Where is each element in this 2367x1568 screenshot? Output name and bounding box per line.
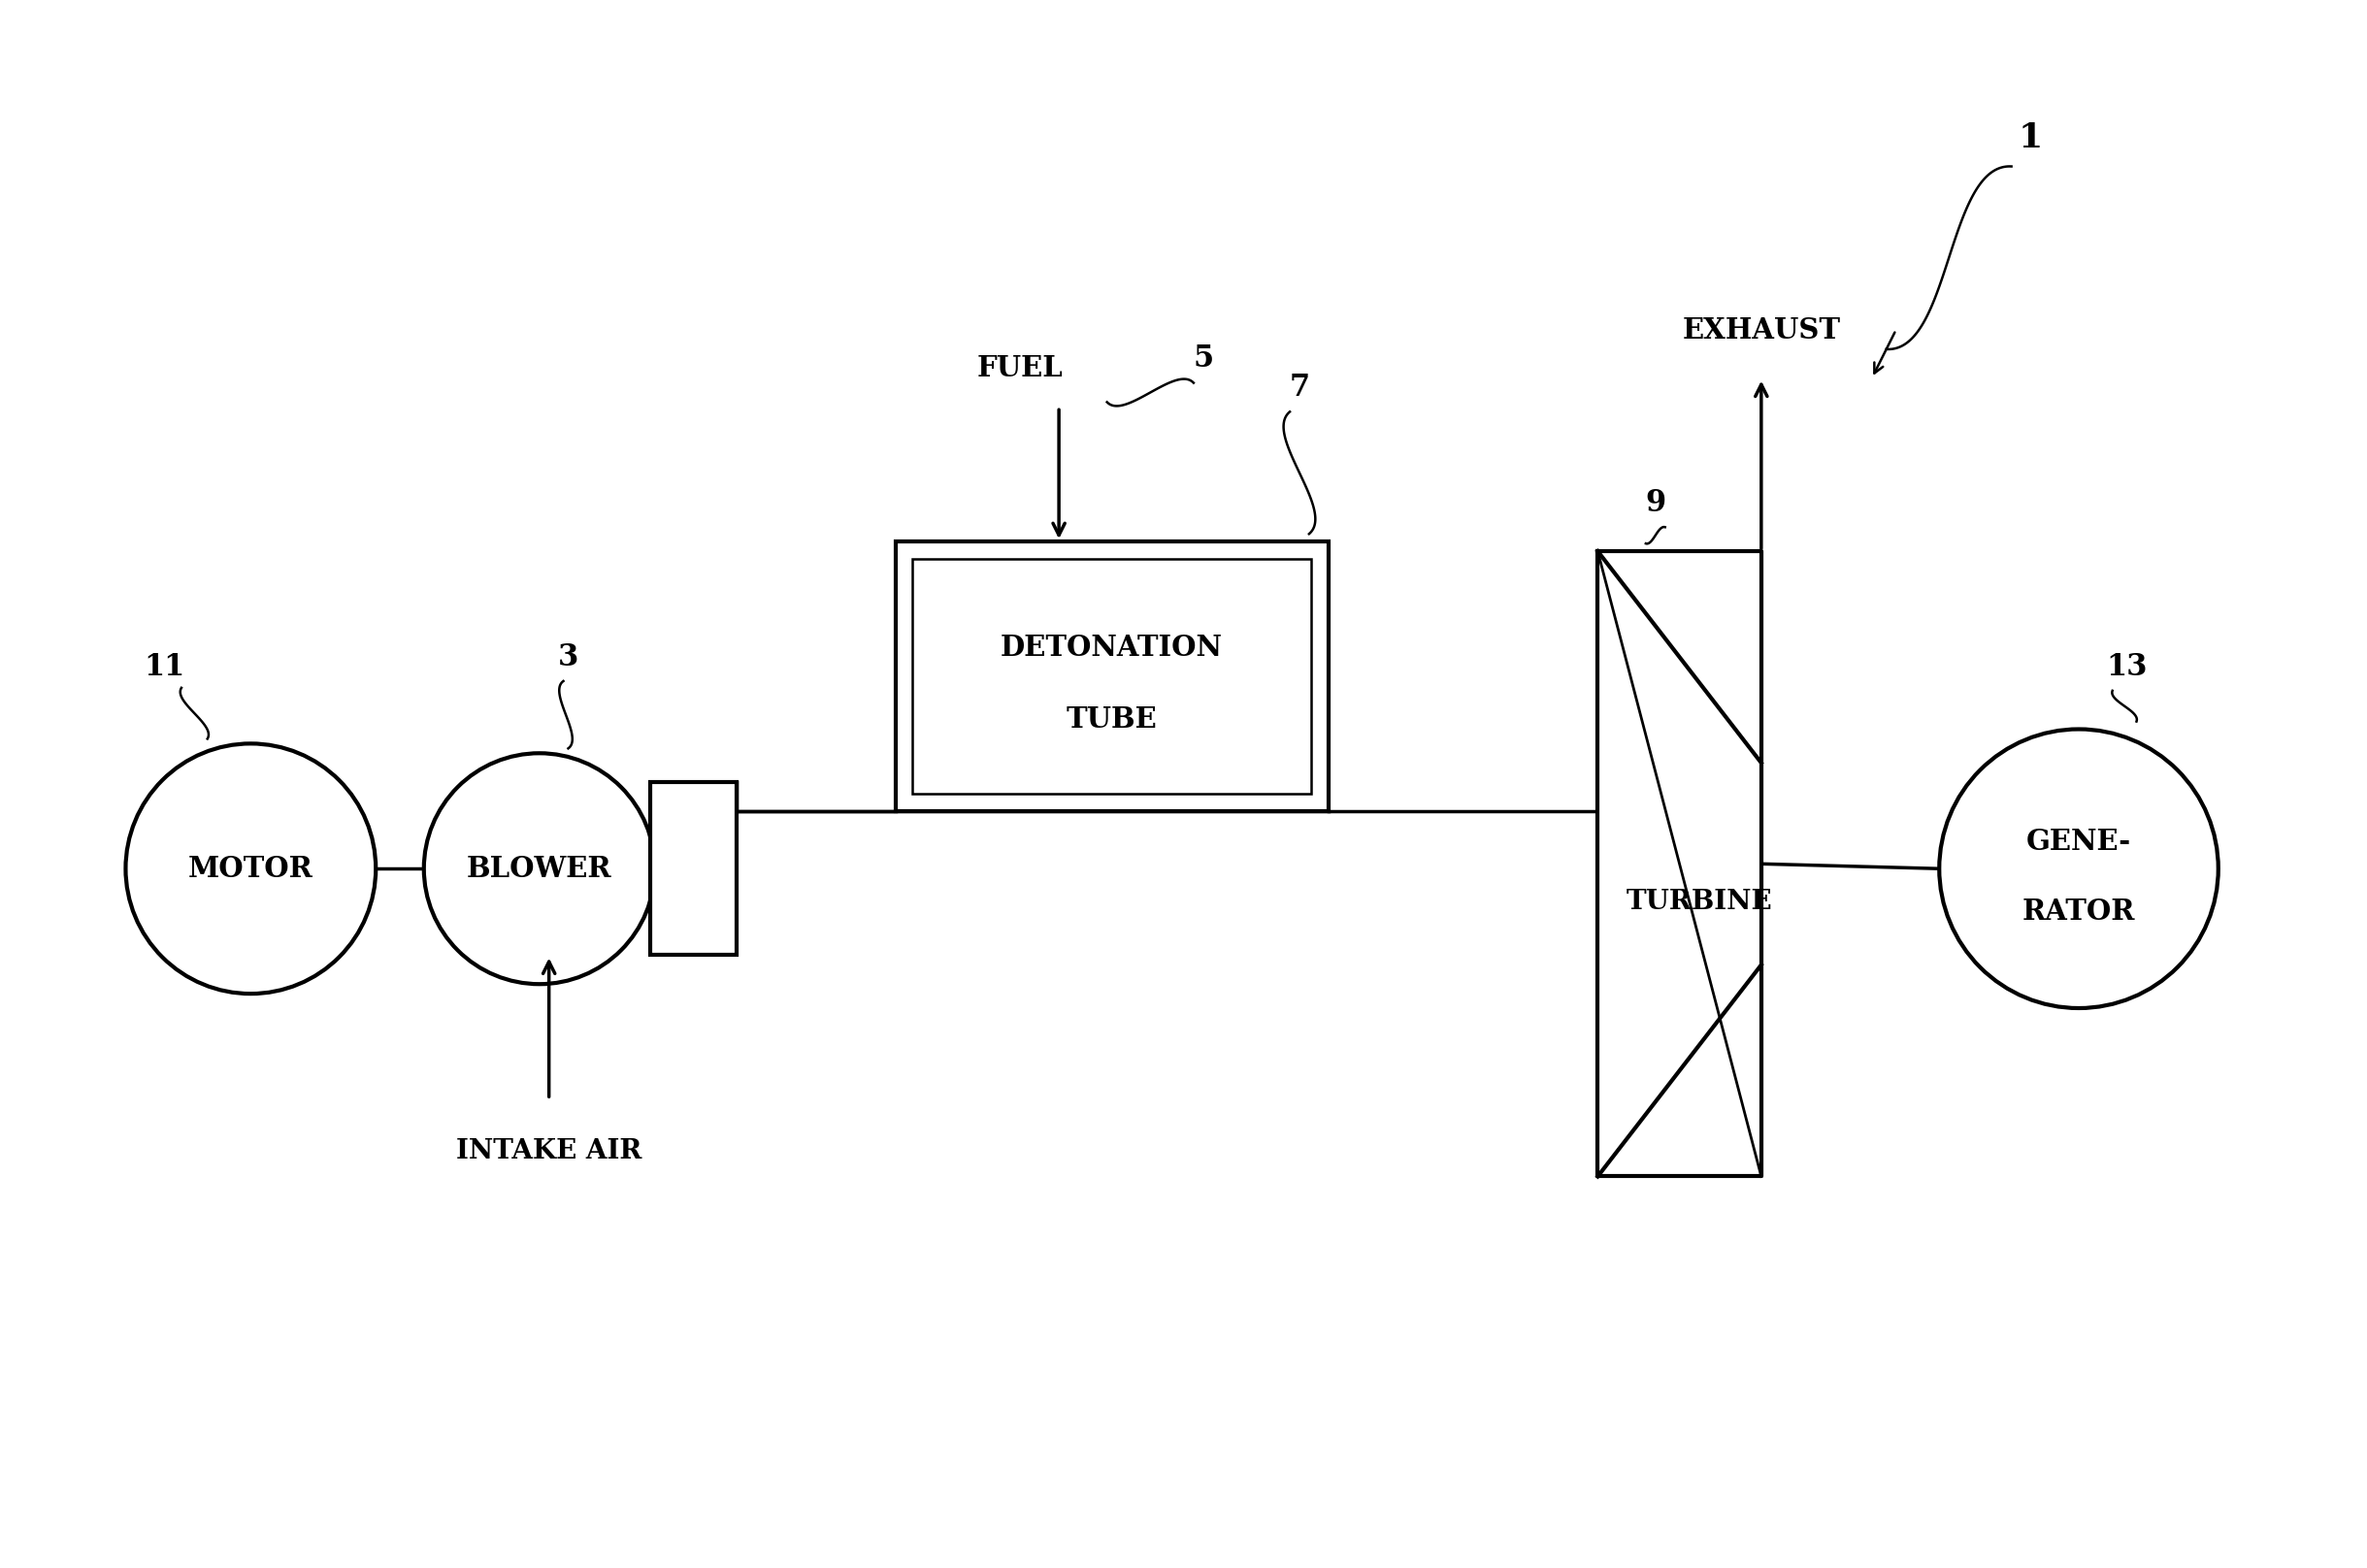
Text: 13: 13 bbox=[2107, 652, 2147, 682]
Text: 5: 5 bbox=[1193, 343, 1214, 373]
Text: 9: 9 bbox=[1645, 488, 1666, 517]
Text: TURBINE: TURBINE bbox=[1626, 889, 1773, 916]
Text: MOTOR: MOTOR bbox=[187, 855, 312, 883]
Polygon shape bbox=[1598, 552, 1761, 1176]
Bar bbox=[895, 541, 1328, 811]
Circle shape bbox=[1939, 729, 2218, 1008]
Text: EXHAUST: EXHAUST bbox=[1683, 317, 1842, 345]
Text: INTAKE AIR: INTAKE AIR bbox=[457, 1138, 641, 1163]
Text: FUEL: FUEL bbox=[978, 354, 1063, 383]
Text: TUBE: TUBE bbox=[1065, 706, 1157, 734]
Bar bbox=[914, 558, 1311, 793]
Bar bbox=[651, 782, 736, 955]
Text: 11: 11 bbox=[144, 652, 185, 682]
Text: 7: 7 bbox=[1290, 373, 1309, 403]
Text: BLOWER: BLOWER bbox=[466, 855, 613, 883]
Text: DETONATION: DETONATION bbox=[1001, 633, 1224, 662]
Text: 1: 1 bbox=[2019, 121, 2043, 154]
Circle shape bbox=[424, 753, 656, 985]
Text: 3: 3 bbox=[559, 641, 578, 673]
Text: GENE-: GENE- bbox=[2026, 828, 2130, 856]
Text: RATOR: RATOR bbox=[2021, 898, 2135, 927]
Circle shape bbox=[125, 743, 376, 994]
